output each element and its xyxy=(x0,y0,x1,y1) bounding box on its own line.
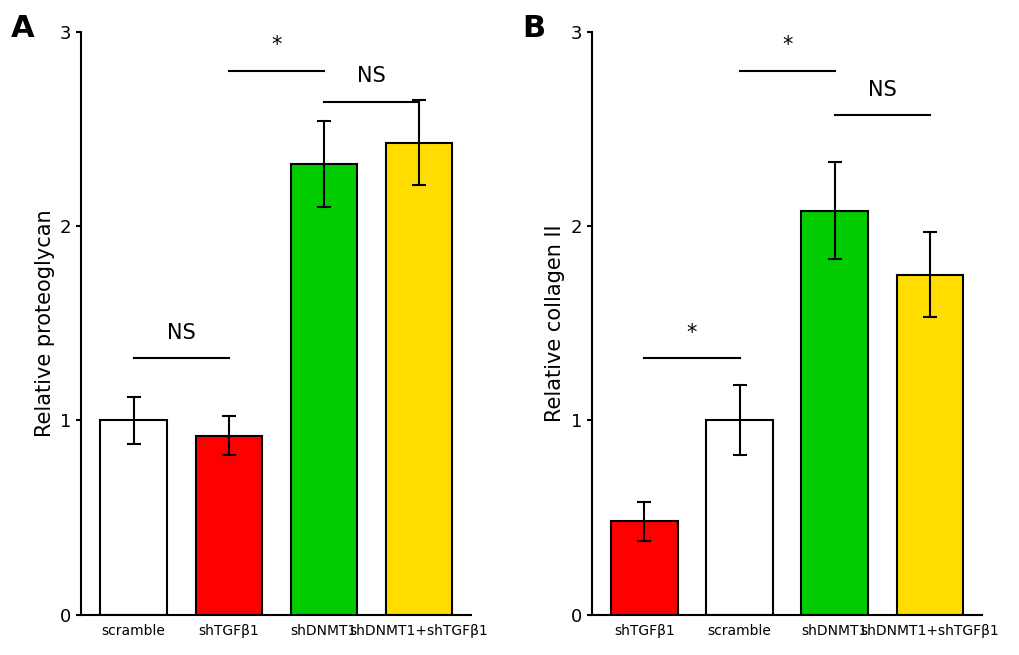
Text: *: * xyxy=(271,35,281,55)
Text: NS: NS xyxy=(867,80,896,100)
Bar xyxy=(705,421,772,614)
Bar xyxy=(896,274,962,614)
Bar xyxy=(610,521,677,614)
Bar xyxy=(801,210,867,614)
Text: NS: NS xyxy=(357,66,385,86)
Y-axis label: Relative proteoglycan: Relative proteoglycan xyxy=(35,210,54,437)
Text: B: B xyxy=(522,14,544,43)
Text: *: * xyxy=(686,323,696,343)
Text: NS: NS xyxy=(167,323,196,343)
Bar xyxy=(385,143,452,614)
Bar xyxy=(290,164,357,614)
Bar xyxy=(100,421,167,614)
Bar xyxy=(196,436,262,614)
Text: *: * xyxy=(782,35,792,55)
Y-axis label: Relative collagen II: Relative collagen II xyxy=(545,225,565,422)
Text: A: A xyxy=(11,14,35,43)
